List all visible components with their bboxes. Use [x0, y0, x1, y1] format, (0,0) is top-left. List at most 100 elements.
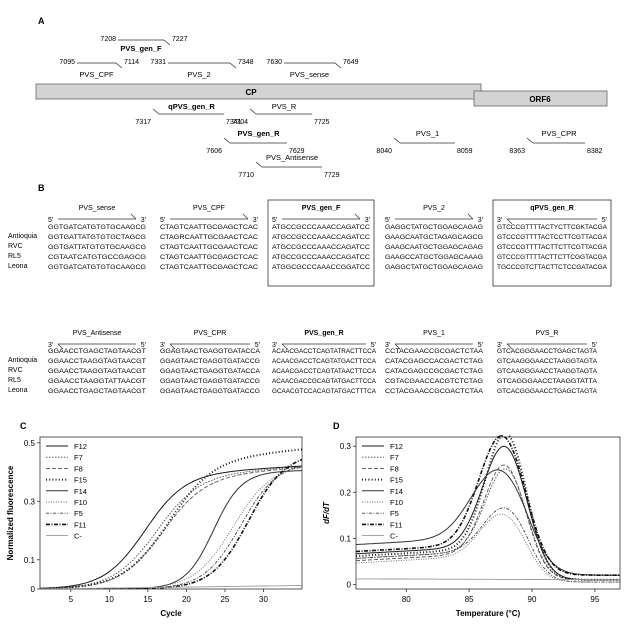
- primer-end-label: 5': [602, 217, 607, 224]
- sequence-text: GTCACGGGAACCTGAGCTAGTA: [497, 388, 598, 395]
- primer-direction-tip: [467, 213, 474, 220]
- sequence-text: GAAGCAATGCTGGAGCAGAG: [385, 244, 483, 251]
- primer-start-position: 7606: [206, 148, 222, 155]
- sequence-text: ATGCCGCCCAAACCAGATCC: [272, 234, 370, 241]
- amplification-chart: C 5 10 15 20 25 30 0 0.1 0.3 0.5 Cycle Normalized f…: [6, 421, 303, 618]
- primer-end-position: 7341: [226, 119, 242, 126]
- y-tick-label: 0.5: [24, 439, 36, 448]
- isolate-label: RVC: [8, 243, 23, 250]
- primer-arrow-tip: [229, 62, 237, 69]
- x-tick-label: 15: [143, 595, 152, 604]
- x-axis-label: Cycle: [160, 609, 182, 618]
- legend-label: F7: [74, 453, 83, 462]
- primer-alignment-block: PVS_13' 5'CCTACGAACCGCGACTCTAACATACGAGCCA…: [385, 330, 484, 395]
- legend-label: F10: [390, 498, 403, 507]
- primer-end-position: 7114: [124, 59, 139, 66]
- isolate-label: Antioquia: [8, 357, 37, 364]
- sequence-text: CGTAATCATGTGCCGAGCG: [48, 254, 146, 261]
- primer-highlight-box: [267, 199, 375, 287]
- sequence-text: GGAACCTAAGGTAGTAACGT: [48, 358, 146, 365]
- panel-b: B Antioquia Antioquia RVC RVC RL5 RL5 Leona Leo…: [8, 183, 612, 395]
- sequence-text: GTCCCGTTTTACTCCTTCGTTACGA: [497, 234, 608, 241]
- primer-name: PVS_CPR: [541, 129, 577, 138]
- primer-start-position: 7208: [100, 36, 116, 43]
- sequence-text: ATGCCGCCCAAACCAGATCC: [272, 254, 370, 261]
- sequence-text: GCAACGTCCACAGTATGACTTTCA: [272, 388, 377, 395]
- primer-end-label: 3': [48, 342, 53, 349]
- sequence-text: GTCCCGTTTTACTTCTTCGTTACGA: [497, 244, 608, 251]
- sequence-text: GAAGCAATGCTAGAGCAGCG: [385, 234, 483, 241]
- primer-end-position: 7729: [324, 172, 340, 179]
- primer-start-position: 7095: [59, 59, 75, 66]
- panel-c-letter: C: [20, 421, 27, 431]
- orf6-gene-bar: [473, 90, 608, 107]
- primer-end-label: 5': [141, 342, 146, 349]
- panel-a-letter: A: [38, 16, 45, 26]
- isolate-label: RL5: [8, 377, 21, 384]
- y-tick-label: 0: [347, 580, 352, 589]
- legend-label: F5: [390, 509, 399, 518]
- primer-start-position: 7704: [232, 119, 248, 126]
- primer-start-position: 7630: [266, 59, 282, 66]
- primer-direction-tip: [169, 343, 176, 350]
- sequence-text: GTCAAGGGAACCTAAGGTAGTA: [497, 358, 598, 365]
- primer-end-label: 3': [160, 342, 165, 349]
- primer-end-label: 3': [385, 342, 390, 349]
- primer-direction-tip: [354, 213, 361, 220]
- y-axis-label: Normalized fluorescence: [6, 465, 15, 560]
- primer-start-position: 8363: [509, 148, 525, 155]
- sequence-text: GTCCCGTTTTACTYCTTCGKTACGA: [497, 224, 608, 231]
- sequence-text: ATGCCGCCCAAACCAGATCC: [272, 244, 370, 251]
- primer-direction-tip: [130, 213, 137, 220]
- primer-end-label: 3': [497, 217, 502, 224]
- primer-end-label: 5': [48, 217, 53, 224]
- primer-end-label: 3': [497, 342, 502, 349]
- sequence-text: GGTGATCATGTGTGCAAGCG: [48, 264, 146, 271]
- series-line-f8: [356, 464, 620, 581]
- series-line-f5: [356, 507, 620, 583]
- primer-end-label: 3': [478, 217, 483, 224]
- sequence-text: ACAACGACCTCAGTATRACTTCCA: [272, 348, 377, 355]
- legend-label: F14: [390, 487, 403, 496]
- x-tick-label: 80: [402, 595, 411, 604]
- y-tick-label: 0.1: [24, 556, 36, 565]
- primer-direction-tip: [57, 343, 64, 350]
- sequence-text: GGAGTAACTGAGGTGATACCA: [160, 348, 261, 355]
- sequence-text: CTAGRCAATTGCGAACTCAC: [160, 234, 258, 241]
- primer-name: PVS_gen_F: [120, 44, 162, 53]
- sequence-text: CTAGTCAATTGCGAGCTCAC: [160, 254, 258, 261]
- legend-label: C-: [74, 532, 82, 541]
- primer-direction-tip: [506, 343, 513, 350]
- x-tick-label: 10: [105, 595, 114, 604]
- primer-start-position: 7331: [150, 59, 166, 66]
- primer-end-position: 7227: [172, 36, 188, 43]
- sequence-text: CTAGTCAATTGCGAGCTCAC: [160, 264, 258, 271]
- sequence-text: CTAGTCAATTGCGAACTCAC: [160, 244, 258, 251]
- primer-name: qPVS_gen_R: [168, 102, 215, 111]
- primer-alignment-block: PVS_gen_F5' 3'ATGCCGCCCAAACCAGATCCATGCCGC…: [267, 199, 375, 287]
- primer-end-label: 5': [592, 342, 597, 349]
- sequence-text: GTCAAGGGAACCTAAGGTAGTA: [497, 368, 598, 375]
- legend-label: F7: [390, 453, 399, 462]
- sequence-text: TGCCCGTCTTACTTCTCCGATACGA: [497, 264, 608, 271]
- primer-name: PVS_sense: [290, 70, 329, 79]
- sequence-text: GGAGTAACTGAGGTGATACCG: [160, 358, 260, 365]
- primer-end-position: 7649: [343, 59, 359, 66]
- sequence-text: GGAACCTAAGGTATTAACGT: [48, 378, 146, 385]
- primer-alignment-block: PVS_R3' 5'GTCACGGGAACCTGAGCTAGTAGTCAAGGGA…: [497, 330, 598, 395]
- series-line-f7: [40, 466, 302, 589]
- melt-curve-chart: D 80 85 90 95 0 0.1 0.2 0.3 Temperature (°C) dF/d…: [322, 421, 621, 618]
- primer-end-label: 5': [385, 217, 390, 224]
- isolate-label: Antioquia: [8, 233, 37, 240]
- legend-label: F8: [390, 464, 399, 473]
- primer-arrow-tip: [249, 108, 257, 115]
- primer-block-name: PVS_Antisense: [73, 330, 122, 337]
- primer-name: PVS_Antisense: [266, 153, 318, 162]
- series-line-f12: [40, 465, 302, 589]
- series-line-cneg: [40, 585, 302, 589]
- sequence-text: GGAGTAACTGAGGTGATACCA: [160, 368, 261, 375]
